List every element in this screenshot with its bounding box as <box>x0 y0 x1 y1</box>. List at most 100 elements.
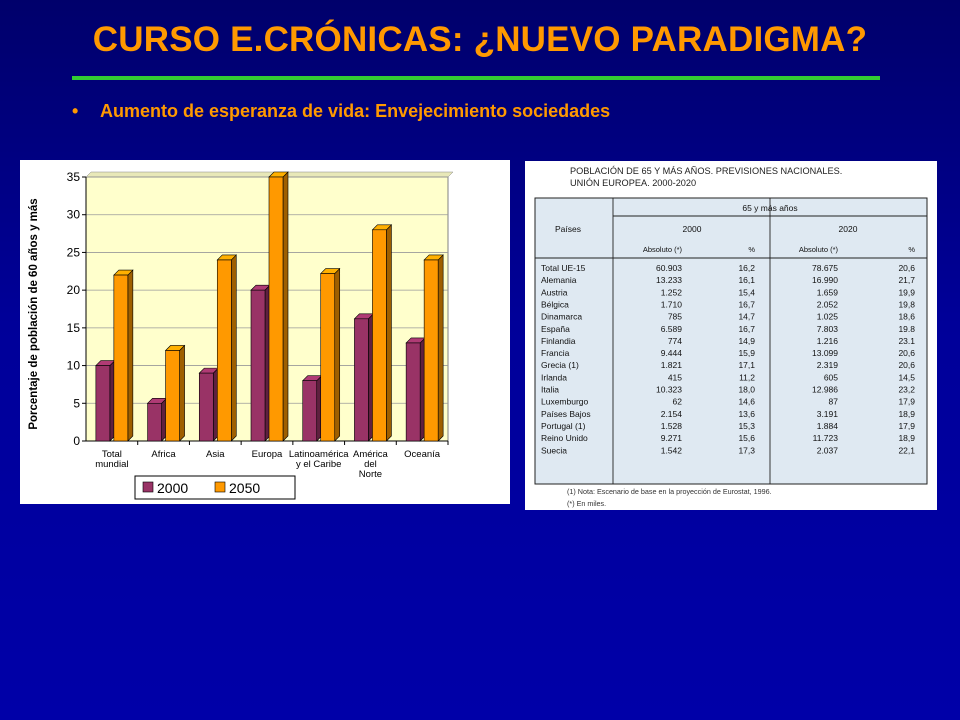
x-category-label: Norte <box>359 469 382 480</box>
row-label: España <box>541 324 570 334</box>
table-cell: 23,2 <box>898 385 915 395</box>
bar-2050 <box>371 224 393 442</box>
legend-swatch <box>214 481 226 493</box>
y-tick-label: 20 <box>67 283 81 297</box>
bar-2050 <box>423 254 444 442</box>
table-cell: 415 <box>668 372 682 382</box>
row-label: Francia <box>541 348 570 358</box>
table-cell: 12.986 <box>812 385 838 395</box>
bullet-item: • Aumento de esperanza de vida: Envejecim… <box>72 101 610 122</box>
row-label: Finlandia <box>541 336 576 346</box>
row-label: Bélgica <box>541 299 569 309</box>
year-header: 2000 <box>683 224 702 234</box>
table-cell: 15,6 <box>738 433 755 443</box>
bullet-marker: • <box>72 101 79 121</box>
row-label: Irlanda <box>541 372 567 382</box>
table-cell: 17,1 <box>738 360 755 370</box>
table-cell: 60.903 <box>656 263 682 273</box>
table-cell: 1.025 <box>817 312 839 322</box>
row-label: Países Bajos <box>541 409 591 419</box>
table-cell: 2.052 <box>817 299 839 309</box>
table-cell: 20,6 <box>898 348 915 358</box>
y-tick-label: 5 <box>73 396 80 410</box>
x-category-label: y el Caribe <box>296 459 341 470</box>
bar-front <box>113 274 129 442</box>
row-label: Portugal (1) <box>541 421 586 431</box>
bar-2000 <box>353 313 375 442</box>
row-label: Italia <box>541 385 559 395</box>
table-cell: 87 <box>829 397 839 407</box>
table-cell: 19.8 <box>898 324 915 334</box>
table-cell: 774 <box>668 336 682 346</box>
bar-side <box>282 171 289 442</box>
x-category-label: América <box>353 449 389 460</box>
table-border <box>534 197 928 485</box>
legend-swatch <box>142 481 154 493</box>
table-cell: 13.233 <box>656 275 682 285</box>
bar-side <box>386 224 392 442</box>
table-cell: 1.542 <box>661 445 683 455</box>
bar-front <box>250 289 266 442</box>
bar-2000 <box>146 397 168 442</box>
table-cell: 17,9 <box>898 421 915 431</box>
bar-front <box>372 229 387 442</box>
table-cell: 2.319 <box>817 360 839 370</box>
row-label: Dinamarca <box>541 312 582 322</box>
table-cell: 16,7 <box>738 324 755 334</box>
table-footnote: (*) En miles. <box>567 499 606 508</box>
table-cell: 19,9 <box>898 287 915 297</box>
sub-header: Absoluto (*) <box>799 245 839 254</box>
x-category-label: mundial <box>95 459 128 470</box>
table-cell: 3.191 <box>817 409 839 419</box>
population-table: POBLACIÓN DE 65 Y MÁS AÑOS. PREVISIONES … <box>534 166 928 508</box>
table-title: UNIÓN EUROPEA. 2000-2020 <box>570 178 696 188</box>
bar-side <box>334 267 341 442</box>
bar-2000 <box>198 367 220 442</box>
x-category-label: Oceanía <box>404 449 441 460</box>
x-category-label: Asia <box>206 449 225 460</box>
table-cell: 1.252 <box>661 287 683 297</box>
table-cell: 14,6 <box>738 397 755 407</box>
legend-label: 2050 <box>229 480 260 496</box>
row-label: Luxemburgo <box>541 397 589 407</box>
table-panel: POBLACIÓN DE 65 Y MÁS AÑOS. PREVISIONES … <box>525 161 937 510</box>
bar-side <box>437 254 444 442</box>
bar-front <box>198 372 214 442</box>
table-cell: 1.216 <box>817 336 839 346</box>
bullet-text: Aumento de esperanza de vida: Envejecimi… <box>100 101 611 121</box>
table-cell: 16,2 <box>738 263 755 273</box>
group-header: 65 y más años <box>742 203 797 213</box>
bar-2000 <box>301 374 323 442</box>
table-cell: 20,6 <box>898 263 915 273</box>
bar-front <box>423 259 439 442</box>
table-cell: 1.710 <box>661 299 683 309</box>
table-cell: 18,0 <box>738 385 755 395</box>
table-cell: 18,6 <box>898 312 915 322</box>
chart-legend: 2000 2050 <box>134 475 296 500</box>
bar-side <box>179 344 185 442</box>
table-title: POBLACIÓN DE 65 Y MÁS AÑOS. PREVISIONES … <box>570 166 842 176</box>
table-cell: 10.323 <box>656 385 682 395</box>
bar-2050 <box>268 171 289 442</box>
sub-header: % <box>908 245 915 254</box>
table-cell: 22,1 <box>898 445 915 455</box>
y-axis-label: Porcentaje de población de 60 años y más <box>28 198 40 429</box>
table-cell: 1.659 <box>817 287 839 297</box>
bar-front <box>320 273 336 442</box>
bar-front <box>165 350 180 442</box>
slide-title: CURSO E.CRÓNICAS: ¿NUEVO PARADIGMA? <box>92 20 868 59</box>
row-label: Suecia <box>541 445 567 455</box>
bar-side <box>127 269 134 442</box>
table-cell: 7.803 <box>817 324 839 334</box>
bar-front <box>95 365 111 442</box>
table-cell: 18,9 <box>898 433 915 443</box>
table-cell: 14,9 <box>738 336 755 346</box>
table-cell: 17,9 <box>898 397 915 407</box>
y-tick-label: 25 <box>67 245 81 259</box>
sub-header: % <box>748 245 755 254</box>
bar-2050 <box>113 269 134 442</box>
table-cell: 11.723 <box>813 433 839 443</box>
bar-2000 <box>405 337 426 442</box>
table-cell: 62 <box>673 397 683 407</box>
x-category-label: del <box>364 459 377 470</box>
